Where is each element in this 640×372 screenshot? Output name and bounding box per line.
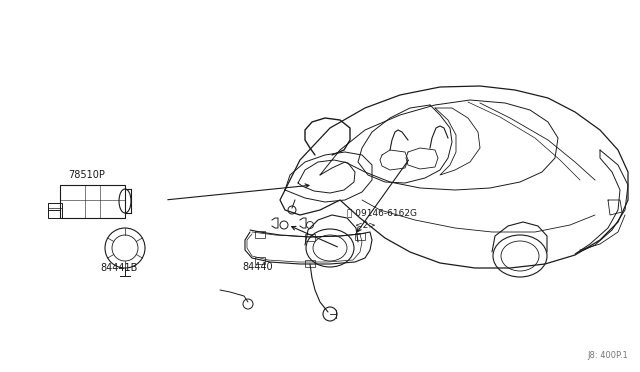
Text: 78510P: 78510P [68, 170, 105, 180]
Text: 84440: 84440 [242, 262, 273, 272]
Bar [48, 203, 62, 218]
Bar [255, 231, 265, 238]
Bar [305, 234, 315, 241]
Text: <2>: <2> [355, 221, 376, 230]
Bar [255, 257, 265, 264]
Text: 84441B: 84441B [100, 263, 138, 273]
Bar [305, 260, 315, 267]
Text: J8: 400P.1: J8: 400P.1 [588, 351, 628, 360]
Bar [355, 233, 365, 240]
Text: Ⓑ 09146-6162G: Ⓑ 09146-6162G [347, 208, 417, 217]
Bar [60, 185, 125, 218]
